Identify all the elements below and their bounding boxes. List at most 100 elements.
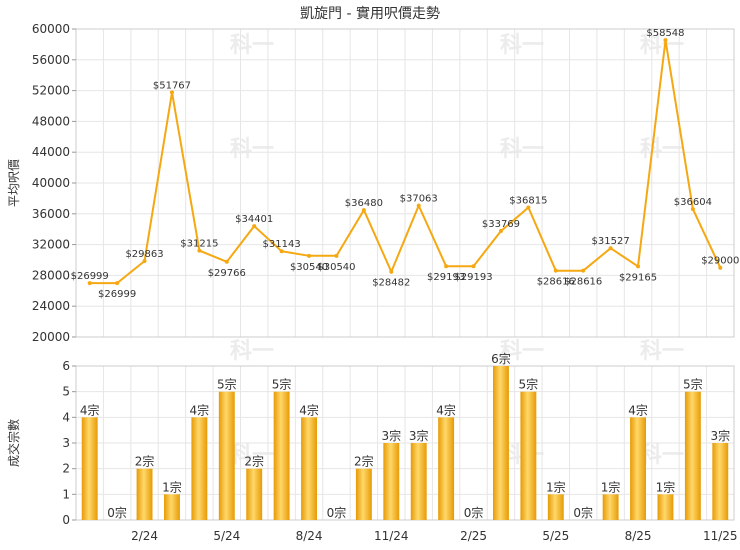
- x-tick-label: 5/25: [542, 529, 569, 543]
- count-data-label: 2宗: [135, 454, 155, 469]
- price-data-label: $29766: [208, 268, 246, 279]
- count-data-label: 0宗: [327, 505, 347, 520]
- price-point: [389, 269, 394, 274]
- watermark: 科一: [500, 33, 544, 58]
- price-data-label: $29165: [619, 272, 657, 283]
- price-data-labels: $26999 $26999 $29863 $51767 $31215 $29766 $344…: [71, 28, 740, 300]
- x-tick-label: 2/24: [131, 529, 158, 543]
- price-data-label: $51767: [153, 80, 191, 91]
- count-data-label: 4宗: [190, 402, 210, 417]
- count-data-label: 2宗: [354, 454, 374, 469]
- count-bar: [630, 417, 646, 520]
- price-y-ticks: 20000 24000 28000 32000 36000 40000 44000 48000…: [32, 22, 76, 344]
- price-point: [498, 228, 503, 233]
- count-data-label: 0宗: [464, 505, 484, 520]
- x-tick-label: 2/25: [460, 529, 487, 543]
- count-bar: [164, 494, 180, 520]
- count-data-label: 5宗: [272, 377, 292, 392]
- price-point: [197, 248, 202, 253]
- price-point: [553, 268, 558, 273]
- x-tick-labels: 2/24 5/24 8/24 11/24 2/25 5/25 8/25 11/25: [131, 529, 738, 543]
- price-points: [87, 38, 723, 286]
- x-tick-label: 8/24: [296, 529, 323, 543]
- count-tick-label: 6: [62, 359, 70, 373]
- count-data-label: 2宗: [244, 454, 264, 469]
- watermark: 科一: [640, 443, 684, 468]
- price-tick-label: 36000: [32, 207, 70, 221]
- price-tick-label: 44000: [32, 145, 70, 159]
- price-point: [526, 205, 531, 210]
- count-data-label: 3宗: [381, 428, 401, 443]
- watermark: 科一: [640, 339, 684, 364]
- price-point: [663, 38, 668, 43]
- price-tick-label: 24000: [32, 299, 70, 313]
- watermark: 科一: [500, 339, 544, 364]
- count-data-labels: 4宗 0宗 2宗 1宗 4宗 5宗 2宗 5宗 4宗 0宗 2宗 3宗 3宗 4宗 0宗 6宗 5宗 1宗 0宗 1宗…: [80, 351, 730, 520]
- price-data-label: $33769: [482, 219, 520, 230]
- price-data-label: $31527: [592, 236, 630, 247]
- count-bar: [81, 417, 98, 520]
- count-bar: [301, 417, 317, 520]
- price-data-label: $34401: [235, 214, 273, 225]
- count-tick-label: 5: [62, 385, 70, 399]
- watermark: 科一: [640, 137, 684, 162]
- count-data-label: 4宗: [80, 402, 100, 417]
- price-point: [87, 281, 92, 286]
- price-point: [471, 264, 476, 269]
- price-data-label: $26999: [71, 271, 109, 282]
- price-tick-label: 52000: [32, 84, 70, 98]
- watermark: 科一: [230, 339, 274, 364]
- watermark: 科一: [230, 443, 274, 468]
- price-tick-label: 60000: [32, 22, 70, 36]
- price-gridlines: [76, 28, 734, 338]
- price-point: [636, 264, 641, 269]
- price-point: [252, 224, 257, 229]
- count-data-label: 3宗: [409, 428, 429, 443]
- count-bar: [547, 494, 564, 520]
- price-point: [334, 253, 339, 258]
- count-bar: [410, 443, 427, 520]
- count-tick-label: 0: [62, 513, 70, 527]
- price-data-label: $30540: [317, 262, 355, 273]
- count-data-label: 5宗: [217, 377, 237, 392]
- price-data-label: $30540: [290, 262, 328, 273]
- count-data-label: 5宗: [519, 377, 539, 392]
- price-point: [142, 259, 147, 264]
- price-point: [690, 207, 695, 212]
- price-tick-label: 48000: [32, 114, 70, 128]
- count-tick-label: 2: [62, 462, 70, 476]
- price-point: [115, 281, 120, 286]
- count-data-label: 1宗: [656, 479, 676, 494]
- count-data-label: 1宗: [546, 479, 566, 494]
- price-tick-label: 28000: [32, 268, 70, 282]
- count-bar: [493, 366, 509, 520]
- count-y-axis-title: 成交宗數: [6, 419, 21, 467]
- price-point: [581, 268, 586, 273]
- price-data-label: $31215: [180, 239, 218, 250]
- price-point: [279, 249, 284, 254]
- count-tick-label: 4: [62, 410, 70, 424]
- price-data-label: $29863: [125, 249, 163, 260]
- price-data-label: $31143: [263, 239, 301, 250]
- price-point: [361, 208, 366, 213]
- count-gridlines: [76, 365, 734, 521]
- price-data-label: $29193: [454, 272, 492, 283]
- watermark: 科一: [640, 33, 684, 58]
- count-bar: [136, 468, 153, 520]
- x-tick-label: 11/24: [374, 529, 409, 543]
- price-tick-label: 40000: [32, 176, 70, 190]
- count-bar: [438, 417, 455, 520]
- count-data-label: 1宗: [162, 479, 182, 494]
- price-data-label: $29000: [701, 256, 739, 267]
- x-tick-label: 8/25: [625, 529, 652, 543]
- price-data-label: $37063: [400, 194, 438, 205]
- count-bar: [273, 391, 290, 520]
- price-tick-label: 56000: [32, 53, 70, 67]
- count-bar: [684, 391, 701, 520]
- count-data-label: 3宗: [710, 428, 730, 443]
- watermark: 科一: [230, 137, 274, 162]
- count-tick-label: 3: [62, 436, 70, 450]
- price-point: [224, 259, 229, 264]
- price-data-label: $36815: [509, 196, 547, 207]
- price-data-label: $36604: [674, 197, 712, 208]
